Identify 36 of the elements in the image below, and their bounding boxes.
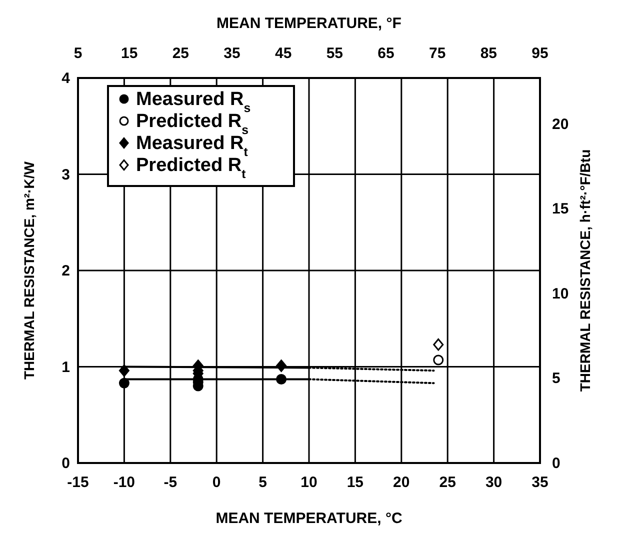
x2-tick-label: 35 bbox=[224, 45, 240, 62]
x2-tick-label: 55 bbox=[326, 45, 344, 62]
y2-tick-label: 0 bbox=[552, 455, 560, 472]
x-tick-label: 5 bbox=[258, 474, 267, 491]
y-tick-label: 4 bbox=[62, 70, 71, 87]
x-tick-label: -10 bbox=[113, 474, 136, 491]
x2-tick-label: 85 bbox=[480, 45, 498, 62]
x-tick-label: 0 bbox=[212, 474, 221, 491]
x2-tick-label: 95 bbox=[532, 45, 548, 62]
x2-tick-label: 25 bbox=[172, 45, 190, 62]
y2-tick-label: 15 bbox=[552, 200, 569, 218]
x-tick-label: 35 bbox=[532, 474, 548, 491]
x2-tick-label: 75 bbox=[428, 45, 446, 62]
x2-tick-label: 45 bbox=[274, 45, 292, 62]
y2-tick-label: 20 bbox=[552, 116, 569, 133]
y2-tick-label: 5 bbox=[552, 370, 560, 388]
legend-label: Predicted R$_{t}$ bbox=[136, 155, 246, 181]
x-tick-label: 30 bbox=[485, 474, 502, 491]
y2-tick-label: 10 bbox=[552, 285, 569, 302]
y-axis-title: THERMAL RESISTANCE, m²·K/W bbox=[21, 160, 37, 380]
x2-tick-label: 15 bbox=[120, 45, 138, 62]
x-tick-label: -15 bbox=[67, 474, 89, 491]
x2-tick-label: 5 bbox=[74, 45, 82, 62]
x-axis-title: MEAN TEMPERATURE, °C bbox=[216, 510, 402, 527]
y2-axis-title: THERMAL RESISTANCE, h·ft²·°F/Btu bbox=[577, 149, 593, 392]
y-tick-label: 2 bbox=[62, 262, 70, 280]
y-tick-label: 0 bbox=[62, 455, 70, 472]
x2-axis-title: MEAN TEMPERATURE, °F bbox=[216, 15, 402, 32]
x-tick-label: -5 bbox=[164, 474, 178, 491]
x-tick-label: 20 bbox=[393, 474, 410, 491]
y-tick-label: 1 bbox=[62, 358, 70, 376]
x2-tick-label: 65 bbox=[378, 45, 394, 62]
x-tick-label: 25 bbox=[439, 474, 456, 491]
x-tick-label: 10 bbox=[300, 474, 318, 491]
x-tick-label: 15 bbox=[346, 474, 364, 491]
y-tick-label: 3 bbox=[62, 166, 70, 184]
